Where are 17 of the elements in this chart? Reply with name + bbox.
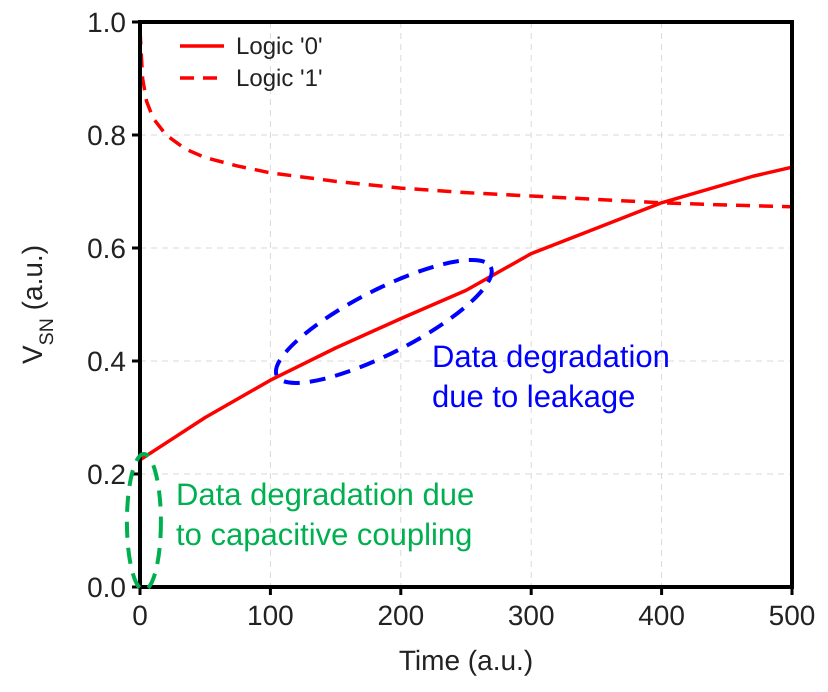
y-tick-label: 1.0 (87, 7, 126, 38)
x-tick-label: 400 (638, 600, 685, 631)
x-axis-title: Time (a.u.) (398, 645, 534, 676)
x-tick-label: 100 (247, 600, 294, 631)
annotation: Data degradation due to capacitive coupling (176, 477, 474, 552)
x-tick-label: 300 (508, 600, 555, 631)
y-tick-label: 0.4 (87, 346, 126, 377)
legend-label: Logic '0' (236, 33, 323, 60)
x-tick-label: 200 (377, 600, 424, 631)
legend-label: Logic '1' (236, 65, 323, 92)
y-tick-label: 0.6 (87, 233, 126, 264)
y-tick-label: 0.0 (87, 572, 126, 603)
y-tick-label: 0.2 (87, 459, 126, 490)
x-tick-label: 0 (132, 600, 148, 631)
x-tick-label: 500 (768, 600, 816, 631)
y-tick-label: 0.8 (87, 120, 126, 151)
annotation: Data degradation due to leakage (432, 339, 670, 414)
